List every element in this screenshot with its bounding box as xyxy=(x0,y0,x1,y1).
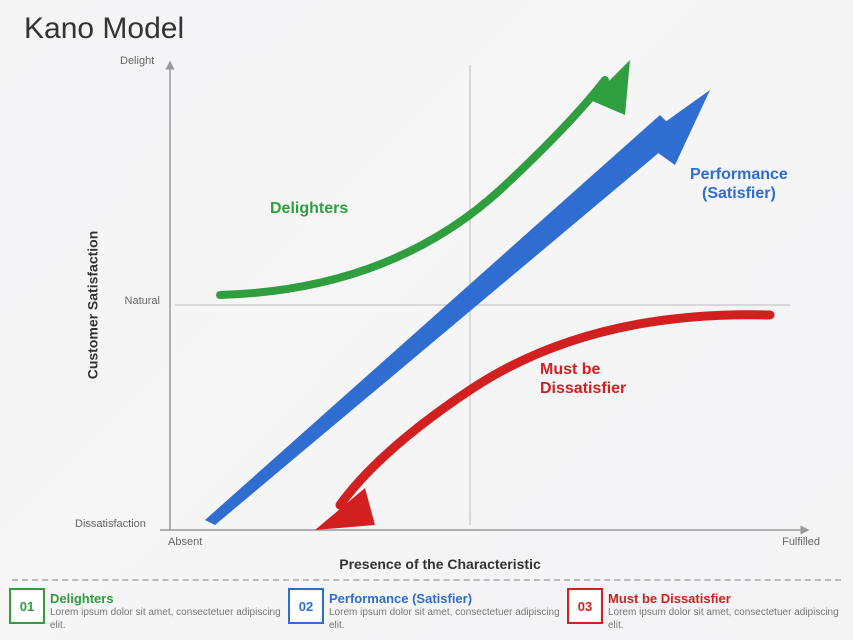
legend-text-02: Performance (Satisfier) Lorem ipsum dolo… xyxy=(329,591,562,632)
legend-badge-03: 03 xyxy=(570,591,600,621)
tick-fulfilled: Fulfilled xyxy=(782,536,820,548)
kano-chart: Delight Natural Dissatisfaction Absent F… xyxy=(70,60,810,550)
mustbe-label-line2: Dissatisfier xyxy=(540,379,626,398)
legend-num-02: 02 xyxy=(299,599,313,614)
legend-title-01: Delighters xyxy=(50,591,283,606)
mustbe-label-line1: Must be xyxy=(540,360,626,379)
tick-absent: Absent xyxy=(168,536,202,548)
tick-delight: Delight xyxy=(120,55,154,67)
performance-label-line2: (Satisfier) xyxy=(690,184,788,203)
performance-label: Performance (Satisfier) xyxy=(690,165,788,203)
legend-badge-02: 02 xyxy=(291,591,321,621)
performance-arrow xyxy=(205,90,710,525)
tick-dissatisfaction: Dissatisfaction xyxy=(75,518,146,530)
legend-item-performance: 02 Performance (Satisfier) Lorem ipsum d… xyxy=(291,591,562,632)
legend-item-mustbe: 03 Must be Dissatisfier Lorem ipsum dolo… xyxy=(570,591,841,632)
performance-label-line1: Performance xyxy=(690,165,788,184)
mustbe-curve xyxy=(315,315,770,530)
delighters-label: Delighters xyxy=(270,200,348,218)
legend-text-03: Must be Dissatisfier Lorem ipsum dolor s… xyxy=(608,591,841,632)
page-title: Kano Model xyxy=(24,12,184,46)
legend-body-01: Lorem ipsum dolor sit amet, consectetuer… xyxy=(50,606,283,632)
legend-badge-01: 01 xyxy=(12,591,42,621)
mustbe-label: Must be Dissatisfier xyxy=(540,360,626,398)
delighters-curve xyxy=(220,60,630,295)
legend-num-03: 03 xyxy=(578,599,592,614)
legend-text-01: Delighters Lorem ipsum dolor sit amet, c… xyxy=(50,591,283,632)
tick-natural: Natural xyxy=(120,295,160,307)
x-axis-label: Presence of the Characteristic xyxy=(339,556,541,572)
chart-svg xyxy=(70,60,810,550)
y-axis-label: Customer Satisfaction xyxy=(84,231,100,380)
legend-body-02: Lorem ipsum dolor sit amet, consectetuer… xyxy=(329,606,562,632)
legend-item-delighters: 01 Delighters Lorem ipsum dolor sit amet… xyxy=(12,591,283,632)
legend-num-01: 01 xyxy=(20,599,34,614)
legend-title-03: Must be Dissatisfier xyxy=(608,591,841,606)
legend-title-02: Performance (Satisfier) xyxy=(329,591,562,606)
legend-body-03: Lorem ipsum dolor sit amet, consectetuer… xyxy=(608,606,841,632)
legend: 01 Delighters Lorem ipsum dolor sit amet… xyxy=(12,579,841,632)
